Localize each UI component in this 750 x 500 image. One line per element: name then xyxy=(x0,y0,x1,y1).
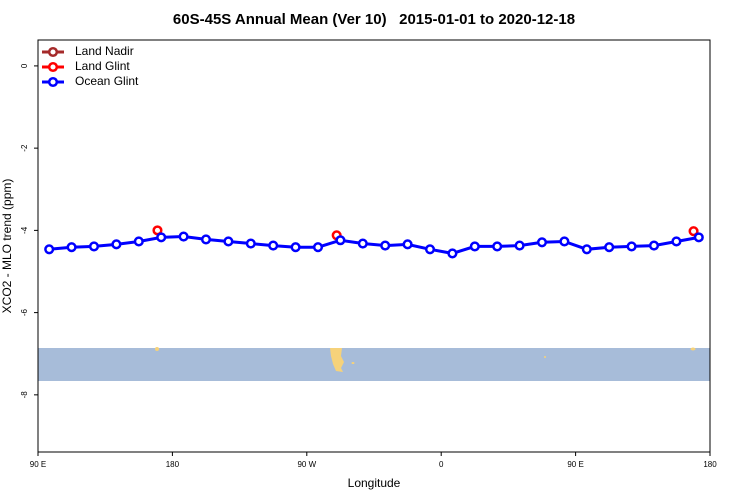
point xyxy=(88,241,100,252)
x-axis-label: Longitude xyxy=(348,476,401,490)
legend-marker xyxy=(47,61,59,73)
point xyxy=(312,242,324,253)
point xyxy=(290,242,301,253)
point xyxy=(447,248,458,259)
point xyxy=(357,238,368,249)
point xyxy=(66,242,77,253)
point xyxy=(581,244,592,255)
point xyxy=(200,234,212,245)
y-tick-label: -6 xyxy=(20,309,29,317)
y-axis-label: XCO2 - MLO trend (ppm) xyxy=(0,179,14,314)
point xyxy=(424,244,436,255)
point xyxy=(402,239,413,250)
x-tick-label: 180 xyxy=(703,460,717,469)
y-tick-label: -4 xyxy=(20,226,29,234)
point xyxy=(604,242,615,253)
point xyxy=(536,237,548,248)
point xyxy=(156,232,167,243)
point xyxy=(688,226,699,237)
point xyxy=(268,240,279,251)
point xyxy=(223,236,234,247)
y-tick-label: -8 xyxy=(20,391,29,399)
point xyxy=(626,241,637,252)
x-tick-label: 90 W xyxy=(297,460,316,469)
x-tick-label: 0 xyxy=(439,460,444,469)
legend-label: Land Nadir xyxy=(75,44,134,58)
legend-marker xyxy=(47,46,59,58)
legend-label: Ocean Glint xyxy=(75,74,139,88)
x-tick-label: 90 E xyxy=(30,460,46,469)
point xyxy=(44,244,55,255)
legend-label: Land Glint xyxy=(75,59,130,73)
x-tick-label: 180 xyxy=(166,460,180,469)
point xyxy=(133,236,144,247)
point xyxy=(693,232,704,243)
chart-title: 60S-45S Annual Mean (Ver 10) 2015-01-01 … xyxy=(173,11,575,28)
y-tick-label: 0 xyxy=(20,63,29,68)
series-line xyxy=(49,235,700,255)
point xyxy=(559,236,570,247)
plot-frame xyxy=(37,39,711,453)
point xyxy=(514,240,525,251)
point xyxy=(492,241,503,252)
point xyxy=(648,240,660,251)
point xyxy=(380,240,391,251)
point xyxy=(469,241,480,252)
legend-marker xyxy=(47,76,59,88)
point xyxy=(335,235,346,246)
point xyxy=(178,231,189,242)
x-tick-label: 90 E xyxy=(567,460,583,469)
point xyxy=(245,238,256,249)
point xyxy=(671,236,682,247)
y-tick-label: -2 xyxy=(20,144,29,152)
point xyxy=(111,239,122,250)
map-strip xyxy=(38,347,710,381)
